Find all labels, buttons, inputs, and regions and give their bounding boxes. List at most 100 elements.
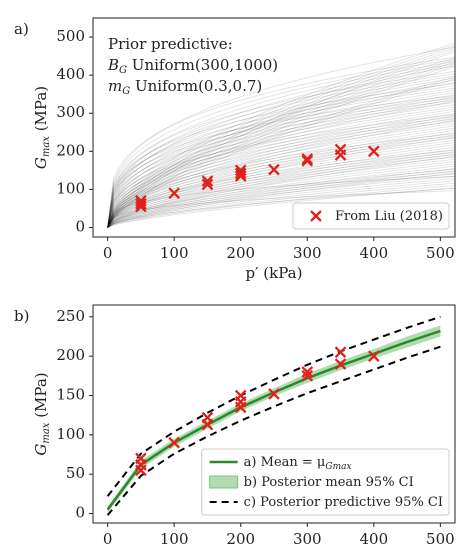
- annotation: mG Uniform(0.3,0.7): [108, 77, 262, 97]
- prior-curve: [107, 135, 455, 228]
- y-tick-label: 100: [56, 179, 85, 197]
- prior-curve: [107, 100, 455, 228]
- y-label-unit: (MPa): [32, 372, 50, 422]
- prior-curve: [107, 63, 455, 228]
- prior-curve: [107, 146, 455, 228]
- data-point: [201, 411, 214, 424]
- prior-curve: [107, 85, 455, 228]
- prior-curve: [107, 125, 455, 228]
- y-label-sub: max: [41, 136, 52, 157]
- y-label-sub: max: [41, 422, 52, 443]
- prior-curve: [107, 95, 455, 228]
- prior-curve: [107, 77, 455, 228]
- x-tick-label: 500: [426, 530, 455, 544]
- y-tick-label: 400: [56, 65, 85, 83]
- panel-label: b): [14, 307, 29, 325]
- legend-text: From Liu (2018): [335, 209, 443, 224]
- prior-curve: [107, 106, 455, 228]
- x-tick-label: 200: [226, 244, 255, 262]
- prior-curve: [107, 156, 455, 228]
- annotation-part: Prior predictive:: [108, 35, 233, 53]
- data-point: [201, 178, 214, 191]
- prior-curve: [107, 79, 455, 228]
- prior-curve: [107, 118, 455, 228]
- axes-frame: [92, 304, 456, 524]
- prior-curve: [107, 58, 455, 228]
- y-tick-label: 50: [66, 464, 85, 482]
- axes-frame: [92, 17, 456, 238]
- ci-band: [107, 325, 441, 513]
- prior-curve: [107, 188, 455, 228]
- prior-curve: [107, 63, 455, 228]
- prior-curve: [107, 187, 455, 228]
- data-point: [168, 187, 180, 200]
- prior-curve: [107, 115, 455, 228]
- prior-curve: [107, 60, 455, 228]
- plot-area: [106, 315, 441, 516]
- prior-curve: [107, 139, 455, 228]
- prior-curve: [107, 137, 455, 228]
- prior-curve: [107, 97, 455, 228]
- y-label-symbol: G: [32, 157, 50, 169]
- prior-curve: [107, 182, 455, 228]
- prior-curve: [107, 108, 455, 228]
- prior-curve: [107, 120, 455, 228]
- legend-label: c) Posterior predictive 95% CI: [244, 495, 443, 510]
- predictive-bound: [106, 315, 441, 497]
- prior-curve: [107, 168, 455, 228]
- prior-curve: [107, 101, 455, 228]
- data-point: [301, 366, 314, 378]
- prior-curve: [107, 114, 455, 228]
- annotation-part: m: [108, 77, 122, 95]
- prior-curve: [107, 190, 455, 228]
- prior-curve: [107, 49, 455, 228]
- data-point: [268, 388, 280, 400]
- prior-curve: [107, 175, 455, 228]
- data-point: [201, 175, 214, 187]
- data-point: [301, 153, 314, 165]
- legend-text: b) Posterior mean 95% CI: [244, 475, 414, 490]
- prior-curve: [107, 47, 455, 228]
- prior-curve: [107, 134, 455, 228]
- prior-curve: [107, 82, 455, 228]
- prior-curve: [107, 161, 455, 228]
- x-tick-label: 300: [293, 244, 322, 262]
- x-tick-label: 100: [160, 530, 189, 544]
- y-label-symbol: G: [32, 444, 50, 456]
- prior-curve: [107, 91, 455, 228]
- data-point: [135, 452, 147, 465]
- prior-curve: [107, 113, 455, 228]
- y-label-unit: (MPa): [32, 86, 50, 136]
- data-point: [268, 163, 280, 176]
- prior-curve: [107, 152, 455, 228]
- data-point: [135, 195, 147, 207]
- data-point: [234, 164, 247, 177]
- prior-curve: [107, 96, 455, 228]
- prior-curve: [107, 165, 455, 228]
- prior-curve: [107, 149, 455, 228]
- data-point: [368, 145, 380, 158]
- data-point: [301, 370, 314, 382]
- prior-curve: [107, 180, 455, 228]
- x-tick-label: 500: [426, 244, 455, 262]
- prior-curve: [107, 133, 455, 228]
- prior-curve: [107, 154, 455, 228]
- x-tick-label: 400: [359, 530, 388, 544]
- prior-curve: [107, 59, 455, 228]
- data-point: [368, 350, 380, 362]
- data-point: [301, 155, 314, 167]
- x-tick-label: 0: [103, 244, 113, 262]
- prior-curve: [107, 123, 455, 228]
- data-point: [334, 143, 347, 156]
- legend-box: [292, 202, 450, 230]
- legend-label: a) Mean = μGmax: [244, 455, 352, 472]
- x-tick-label: 100: [160, 244, 189, 262]
- annotation-part: G: [122, 86, 130, 97]
- annotation: BG Uniform(300,1000): [107, 56, 278, 76]
- legend-box: [201, 448, 450, 516]
- prior-curve: [107, 56, 455, 228]
- prior-curve: [107, 61, 455, 228]
- y-axis-label: Gmax (MPa): [32, 372, 52, 455]
- y-tick-label: 0: [75, 217, 85, 235]
